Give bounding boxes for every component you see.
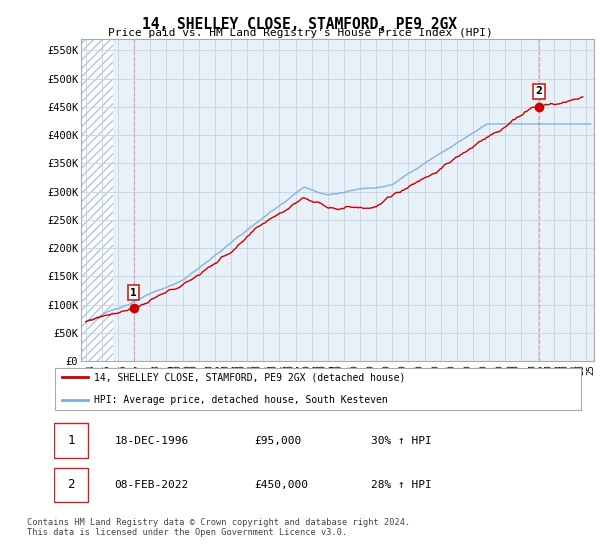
Text: 14, SHELLEY CLOSE, STAMFORD, PE9 2GX (detached house): 14, SHELLEY CLOSE, STAMFORD, PE9 2GX (de… bbox=[94, 372, 405, 382]
Text: 30% ↑ HPI: 30% ↑ HPI bbox=[371, 436, 431, 446]
FancyBboxPatch shape bbox=[55, 367, 581, 410]
FancyBboxPatch shape bbox=[54, 423, 88, 458]
Text: 1: 1 bbox=[67, 434, 75, 447]
FancyBboxPatch shape bbox=[54, 468, 88, 502]
Bar bbox=[81, 39, 113, 361]
Text: Contains HM Land Registry data © Crown copyright and database right 2024.
This d: Contains HM Land Registry data © Crown c… bbox=[27, 518, 410, 538]
Text: Price paid vs. HM Land Registry's House Price Index (HPI): Price paid vs. HM Land Registry's House … bbox=[107, 28, 493, 38]
Text: £450,000: £450,000 bbox=[254, 480, 308, 490]
Text: 14, SHELLEY CLOSE, STAMFORD, PE9 2GX: 14, SHELLEY CLOSE, STAMFORD, PE9 2GX bbox=[143, 17, 458, 32]
Text: 18-DEC-1996: 18-DEC-1996 bbox=[115, 436, 189, 446]
Text: 2: 2 bbox=[67, 478, 75, 492]
Text: 08-FEB-2022: 08-FEB-2022 bbox=[115, 480, 189, 490]
Text: HPI: Average price, detached house, South Kesteven: HPI: Average price, detached house, Sout… bbox=[94, 395, 388, 405]
Text: £95,000: £95,000 bbox=[254, 436, 302, 446]
Text: 2: 2 bbox=[535, 86, 542, 96]
Text: 28% ↑ HPI: 28% ↑ HPI bbox=[371, 480, 431, 490]
Text: 1: 1 bbox=[130, 288, 137, 298]
